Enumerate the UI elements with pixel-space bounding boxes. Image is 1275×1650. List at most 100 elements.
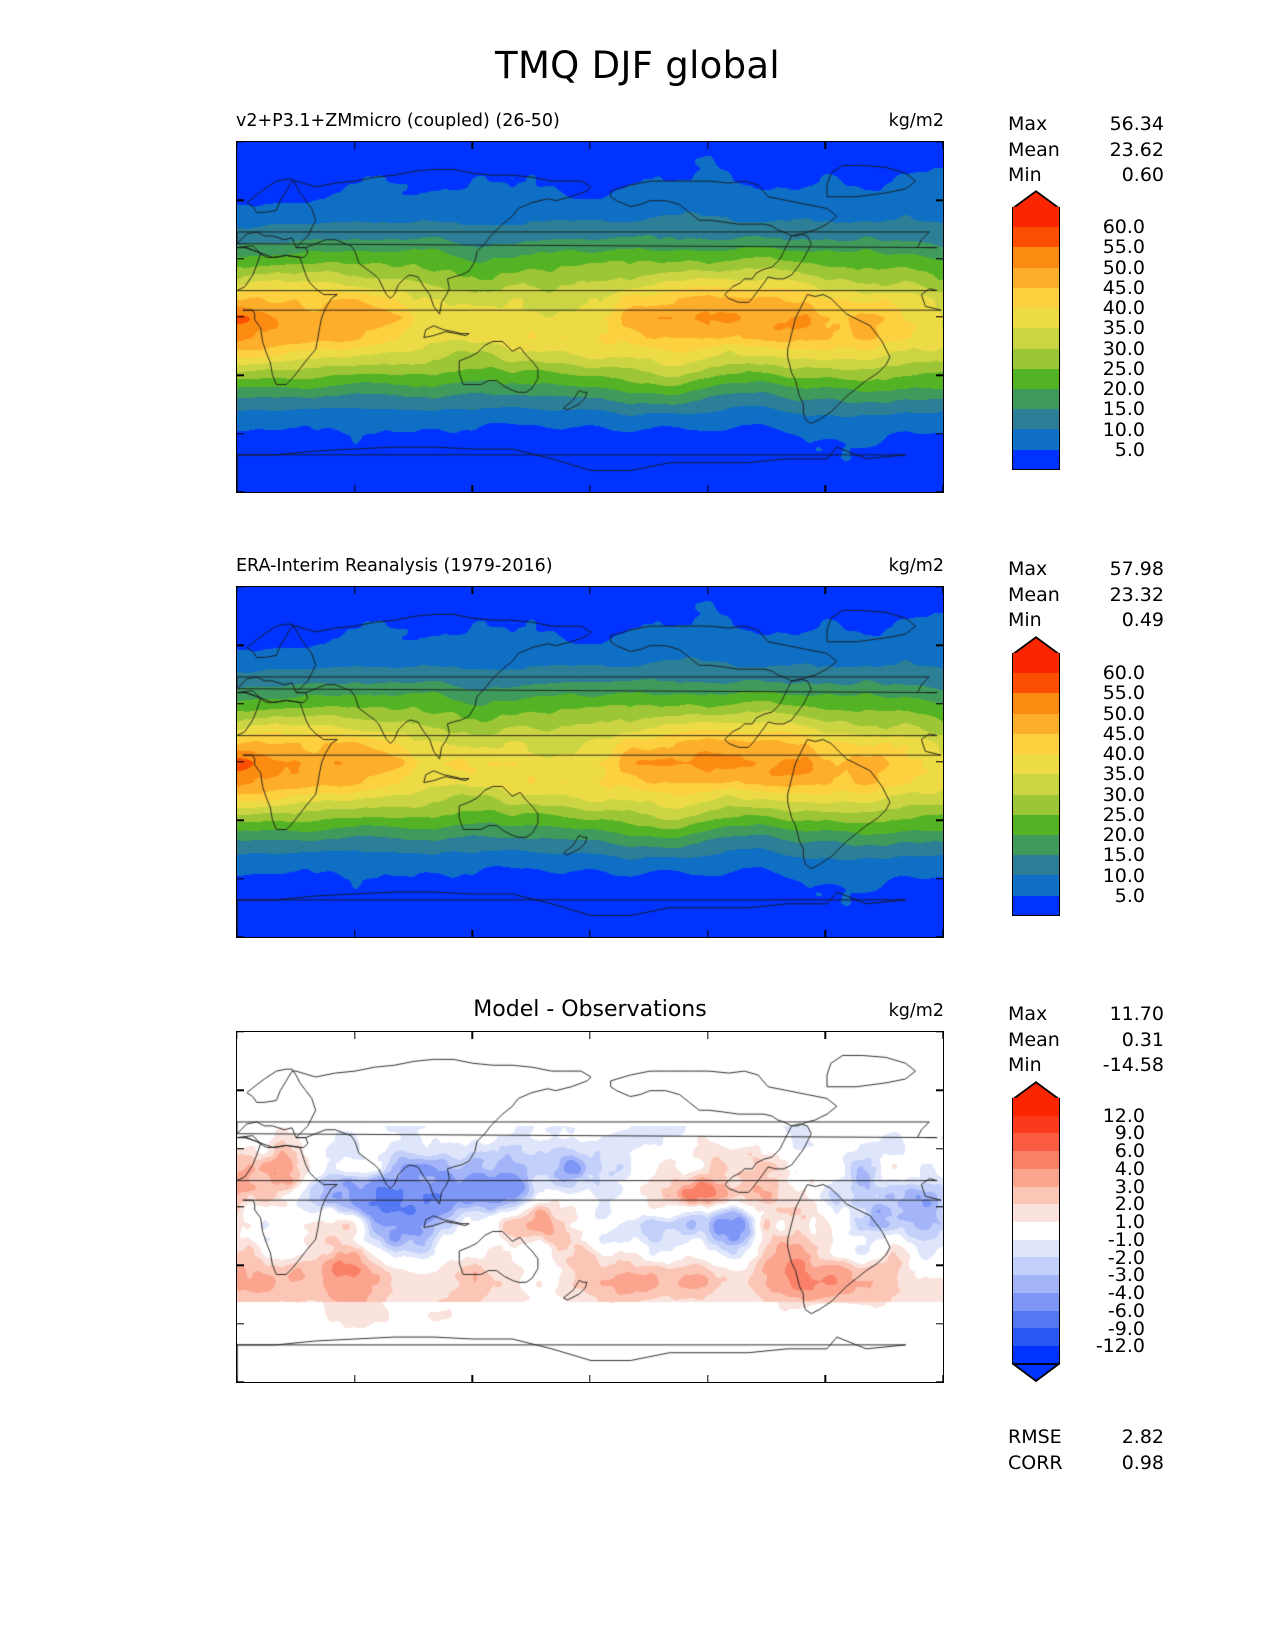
lon-tick-mark (589, 1032, 591, 1039)
stat-row: Mean 23.32 (1008, 583, 1164, 609)
lat-tick-mark (237, 644, 244, 647)
lon-tick-mark (942, 1032, 943, 1039)
panel-difference-field (237, 1032, 943, 1382)
lat-tick-mark (936, 1322, 943, 1325)
lon-tick-mark (471, 1032, 474, 1039)
colorbar-tick-label: -3.0 (1107, 1264, 1145, 1287)
lat-tick-mark (936, 142, 943, 143)
colorbar-segment (1012, 1168, 1060, 1187)
lon-tick-mark (589, 587, 591, 594)
colorbar-segment (1012, 308, 1060, 329)
lat-tick-mark (237, 1147, 244, 1150)
colorbar-tick-label: 25.0 (1102, 357, 1145, 380)
colorbar-tick-label: 15.0 (1102, 398, 1145, 421)
lon-tick-mark (824, 1375, 827, 1382)
lon-tick-mark (237, 1032, 238, 1039)
stat-row: Max 56.34 (1008, 112, 1164, 138)
lon-tick-mark (237, 485, 238, 492)
colorbar-tick-label: -2.0 (1107, 1246, 1145, 1269)
colorbar-segment (1012, 328, 1060, 349)
lon-tick-mark (237, 930, 238, 937)
colorbar-segment (1012, 1133, 1060, 1152)
panel-difference-map[interactable]: 90°N60°N30°N0°30°S60°S90°S0°E60°E120°E18… (236, 1031, 944, 1383)
lat-tick-mark (237, 587, 244, 588)
panel-difference-subtitle: Model - Observations (473, 997, 707, 1022)
lat-tick-mark (936, 1206, 943, 1208)
panel-difference-scores: RMSE 2.82 CORR 0.98 (1008, 1425, 1164, 1476)
panel-model-map[interactable]: 90°N60°N30°N0°30°S60°S90°S0°E60°E120°E18… (236, 141, 944, 493)
panel-observations-colorbar[interactable]: 60.0 55.0 50.0 45.0 40.0 35.0 30.0 25.0 20.0 15.0… (1012, 636, 1145, 916)
panel-observations-units: kg/m2 (888, 556, 944, 576)
stat-row: RMSE 2.82 (1008, 1425, 1164, 1451)
stat-row: Min 0.49 (1008, 608, 1164, 634)
lat-tick-mark (936, 257, 943, 260)
stat-row: Min 0.60 (1008, 163, 1164, 189)
lat-tick-mark (237, 1206, 244, 1208)
colorbar-tick-label: 25.0 (1102, 803, 1145, 826)
colorbar-segment (1012, 1115, 1060, 1134)
colorbar-tick-label: 30.0 (1102, 337, 1145, 360)
lat-tick-mark (936, 819, 943, 822)
colorbar-tick-label: 10.0 (1102, 864, 1145, 887)
colorbar-tick-label: 3.0 (1114, 1175, 1145, 1198)
lon-tick-mark (353, 587, 356, 594)
lon-tick-mark (942, 142, 943, 149)
lat-tick-mark (237, 819, 244, 822)
lon-tick-mark (471, 587, 474, 594)
lon-tick-mark (353, 142, 356, 149)
stat-row: Max 11.70 (1008, 1002, 1164, 1028)
colorbar-tick-label: 45.0 (1102, 722, 1145, 745)
panel-difference-colorbar[interactable]: 12.0 9.0 6.0 4.0 3.0 2.0 1.0 -1.0 -2.0 -3.0 -4.0 -6… (1012, 1081, 1145, 1382)
colorbar-segment (1012, 895, 1060, 916)
stat-value: 2.82 (1121, 1426, 1164, 1448)
stat-value: 0.49 (1121, 609, 1164, 631)
lon-tick-mark (706, 142, 709, 149)
colorbar-tick-label: 40.0 (1102, 743, 1145, 766)
colorbar-body (1012, 653, 1060, 916)
stat-value: 0.31 (1121, 1028, 1164, 1051)
colorbar-tick-label: 35.0 (1102, 317, 1145, 340)
lon-tick-mark (942, 930, 943, 937)
lat-tick-mark (237, 702, 244, 705)
colorbar-tick-label: 6.0 (1114, 1140, 1145, 1163)
panel-observations-map[interactable]: 90°N60°N30°N0°30°S60°S90°S0°E60°E120°E18… (236, 586, 944, 938)
panel-observations: ERA-Interim Reanalysis (1979-2016) kg/m2… (236, 556, 944, 958)
panel-model: v2+P3.1+ZMmicro (coupled) (26-50) kg/m2 … (236, 111, 944, 513)
colorbar-segment (1012, 693, 1060, 714)
stat-label: Mean (1008, 138, 1060, 161)
panel-model-colorbar[interactable]: 60.0 55.0 50.0 45.0 40.0 35.0 30.0 25.0 20.0 15.0… (1012, 190, 1145, 470)
panel-difference-units: kg/m2 (888, 1001, 944, 1021)
lat-tick-mark (237, 491, 244, 492)
colorbar-segment (1012, 875, 1060, 896)
colorbar-segment (1012, 368, 1060, 389)
lat-tick-mark (936, 491, 943, 492)
lon-tick-mark (706, 930, 709, 937)
lon-tick-mark (589, 1375, 591, 1382)
lon-tick-mark (706, 485, 709, 492)
colorbar-tick-label: 12.0 (1102, 1104, 1145, 1127)
colorbar-segment (1012, 834, 1060, 856)
stat-label: Min (1008, 164, 1042, 186)
colorbar-tick-label: 40.0 (1102, 297, 1145, 320)
stat-label: Mean (1008, 583, 1060, 606)
lat-tick-mark (936, 1264, 943, 1267)
colorbar-segment (1012, 388, 1060, 410)
colorbar-arrow-bottom-icon (1012, 1363, 1060, 1382)
panel-observations-field (237, 587, 943, 937)
lon-tick-mark (353, 485, 356, 492)
colorbar-tick-label: 5.0 (1114, 884, 1145, 907)
colorbar-tick-label: -4.0 (1107, 1282, 1145, 1305)
lat-tick-mark (936, 1147, 943, 1150)
colorbar-tick-label: 5.0 (1114, 438, 1145, 461)
lat-tick-mark (936, 702, 943, 705)
colorbar-tick-label: 10.0 (1102, 418, 1145, 441)
colorbar-segment (1012, 673, 1060, 694)
lat-tick-mark (936, 644, 943, 647)
colorbar-segment (1012, 287, 1060, 309)
colorbar-tick-label: 60.0 (1102, 662, 1145, 685)
lon-tick-mark (942, 1375, 943, 1382)
colorbar-segment (1012, 855, 1060, 876)
lat-tick-mark (936, 936, 943, 937)
stat-row: CORR 0.98 (1008, 1451, 1164, 1477)
